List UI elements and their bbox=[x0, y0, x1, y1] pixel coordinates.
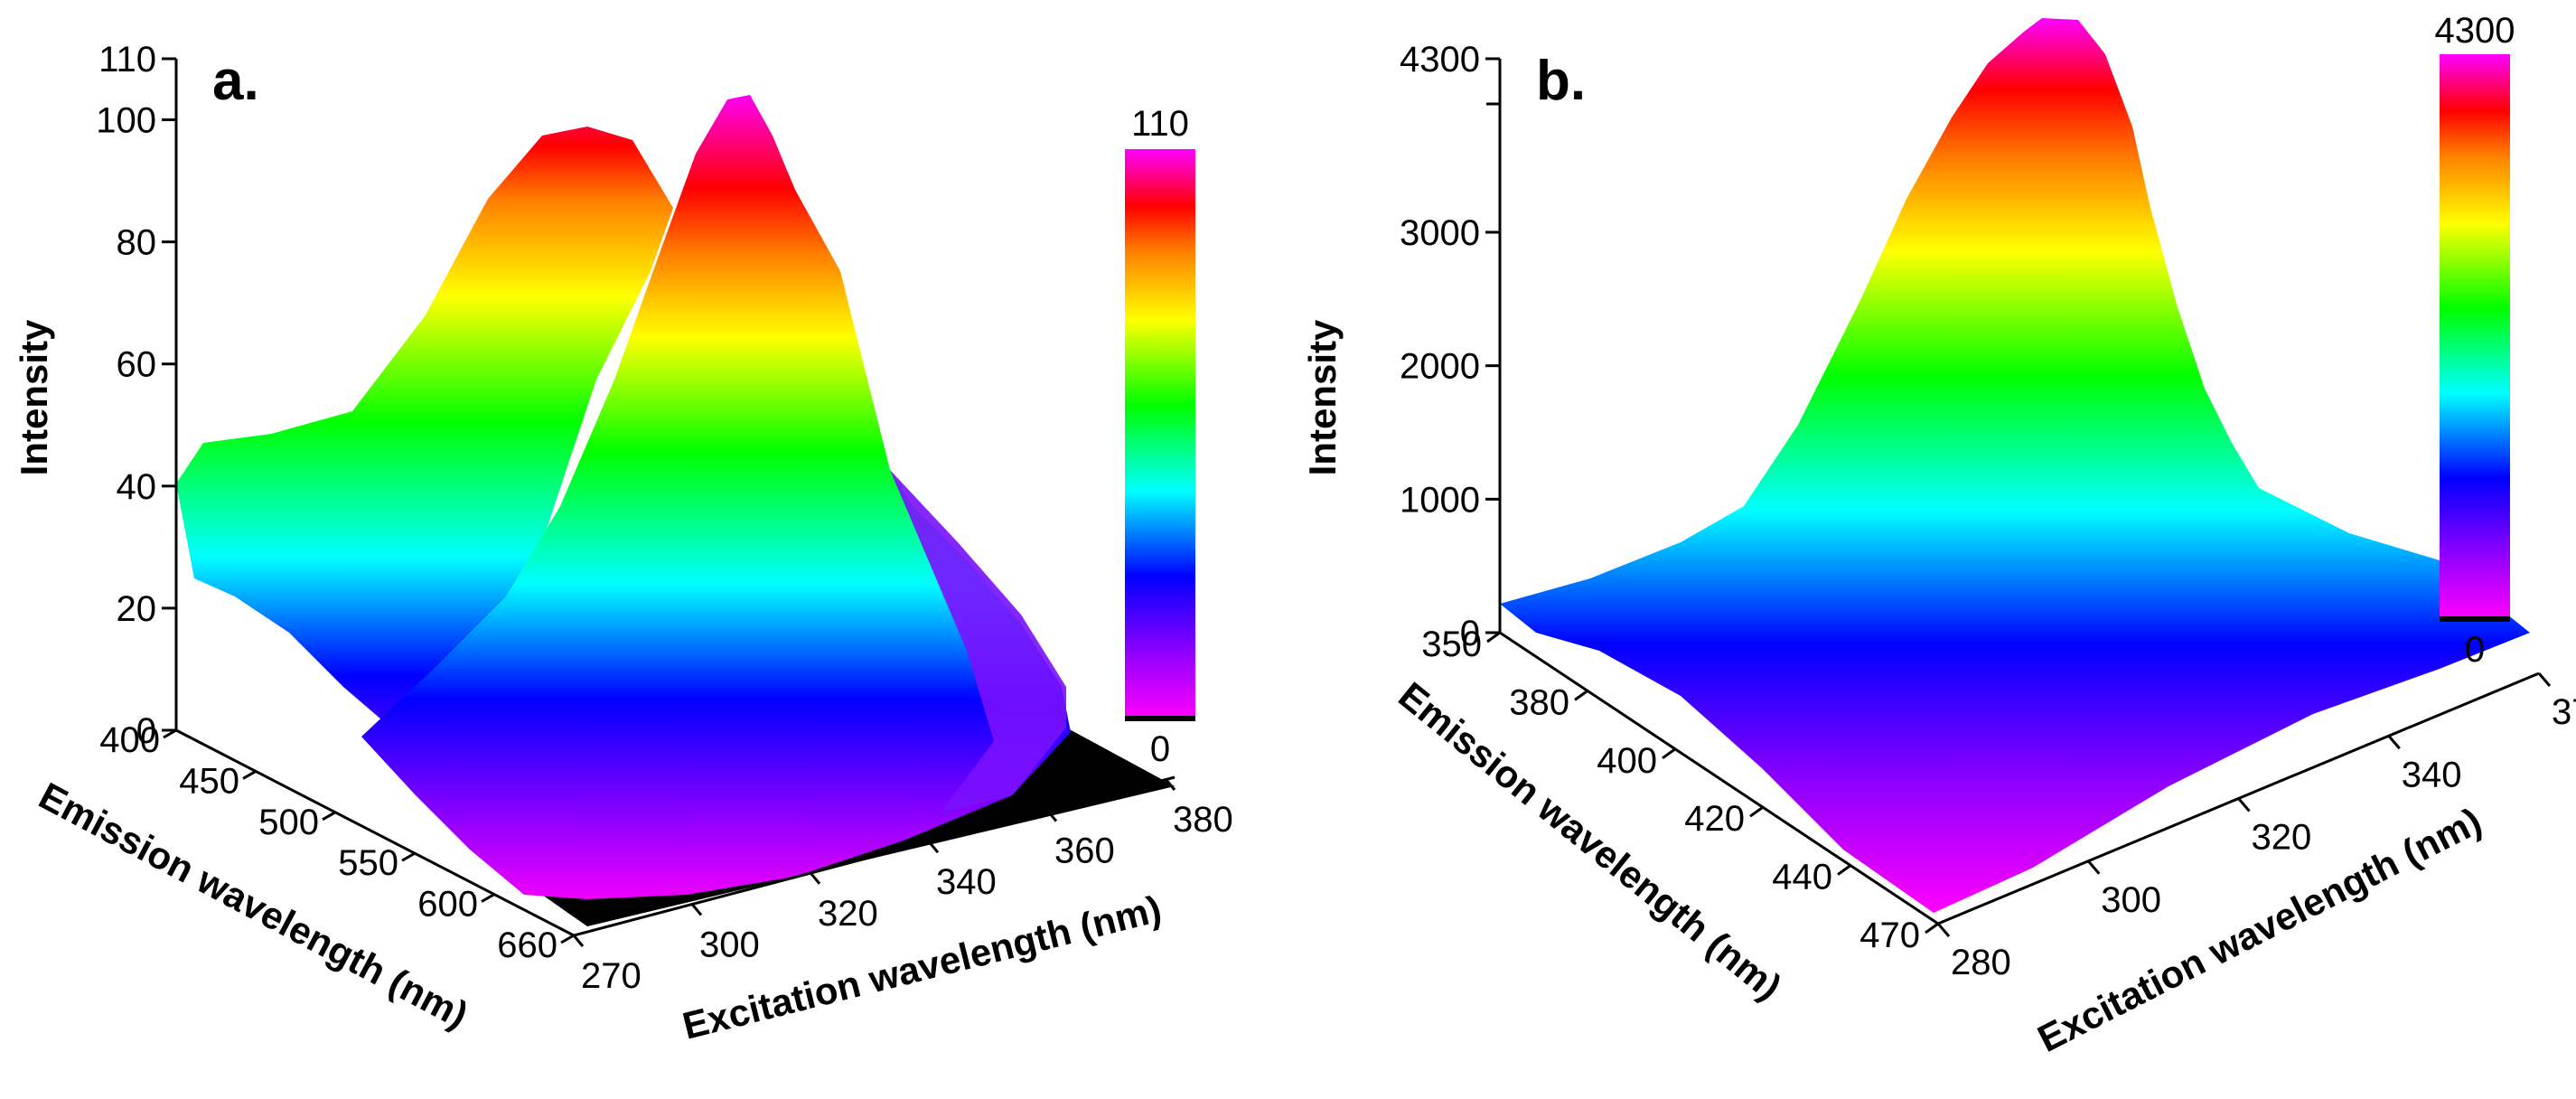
emission-tick-mark bbox=[1662, 747, 1676, 760]
excitation-tick-label: 300 bbox=[699, 925, 760, 964]
excitation-tick-mark bbox=[2087, 859, 2101, 875]
surface-ridge-back bbox=[176, 127, 673, 759]
z-tick-label: 0 bbox=[136, 711, 156, 751]
emission-axis-ticks: 350 380 400 420 440 470 bbox=[1421, 625, 1939, 955]
emission-tick-label: 660 bbox=[497, 925, 557, 965]
z-tick-label: 3000 bbox=[1400, 213, 1480, 253]
emission-tick-label: 500 bbox=[258, 803, 319, 842]
emission-axis-title: Emission wavelength (nm) bbox=[33, 774, 475, 1036]
excitation-tick-mark bbox=[2237, 797, 2251, 813]
z-tick-label: 1000 bbox=[1400, 480, 1480, 520]
panel-a-label: a. bbox=[212, 50, 259, 112]
emission-axis-ticks: 400 450 500 550 600 660 bbox=[99, 720, 575, 965]
excitation-tick-mark bbox=[1045, 809, 1058, 822]
emission-tick-mark bbox=[1925, 922, 1939, 935]
emission-tick-mark bbox=[560, 934, 575, 944]
excitation-axis-title: Excitation wavelength (nm) bbox=[679, 888, 1166, 1047]
z-tick-label: 0 bbox=[1460, 614, 1480, 653]
z-tick-label: 110 bbox=[98, 40, 156, 80]
z-axis-title: Intensity bbox=[1301, 319, 1344, 475]
excitation-axis-ticks: 280 300 320 340 370 bbox=[1936, 672, 2576, 982]
emission-tick-label: 450 bbox=[179, 761, 239, 801]
emission-tick-label: 600 bbox=[417, 885, 478, 925]
excitation-tick-label: 340 bbox=[2402, 755, 2462, 794]
emission-tick-label: 350 bbox=[1421, 625, 1482, 664]
z-axis-ticks: 0 1000 2000 3000 4300 bbox=[1400, 40, 1500, 653]
z-tick-label: 100 bbox=[96, 101, 156, 141]
emission-tick-mark bbox=[1749, 805, 1764, 818]
colorbar-min: 0 bbox=[1150, 729, 1170, 769]
surface-shelf bbox=[890, 470, 1066, 813]
z-tick-label: 2000 bbox=[1400, 347, 1480, 387]
emission-tick-mark bbox=[322, 811, 336, 822]
emission-tick-label: 380 bbox=[1509, 682, 1569, 722]
excitation-tick-label: 340 bbox=[936, 862, 997, 902]
surface-peak-front bbox=[361, 95, 1071, 899]
excitation-tick-label: 300 bbox=[2101, 880, 2161, 920]
panel-b-label: b. bbox=[1536, 50, 1586, 112]
emission-tick-mark bbox=[163, 728, 177, 739]
emission-tick-label: 400 bbox=[1597, 741, 1657, 781]
colorbar-a bbox=[1125, 149, 1195, 719]
excitation-tick-label: 360 bbox=[1054, 831, 1115, 871]
colorbar-b bbox=[2440, 54, 2510, 619]
colorbar-max: 4300 bbox=[2435, 11, 2515, 51]
excitation-tick-mark bbox=[927, 841, 940, 854]
z-axis-ticks: 0 20 40 60 80 100 110 bbox=[96, 40, 176, 751]
emission-tick-mark bbox=[242, 770, 257, 780]
excitation-tick-mark bbox=[690, 903, 703, 916]
z-tick-label: 4300 bbox=[1400, 40, 1480, 80]
excitation-tick-label: 320 bbox=[818, 894, 878, 934]
emission-tick-label: 440 bbox=[1772, 858, 1832, 897]
emission-tick-mark bbox=[1574, 690, 1588, 701]
excitation-tick-mark bbox=[809, 871, 821, 885]
colorbar-min: 0 bbox=[2465, 630, 2485, 670]
excitation-tick-mark bbox=[1164, 778, 1176, 791]
excitation-tick-mark bbox=[572, 935, 585, 947]
emission-tick-mark bbox=[1837, 864, 1851, 876]
emission-tick-mark bbox=[481, 893, 495, 903]
excitation-tick-mark bbox=[2537, 672, 2552, 687]
colorbar-max: 110 bbox=[1131, 104, 1189, 144]
emission-tick-mark bbox=[1486, 631, 1501, 643]
excitation-tick-mark bbox=[2387, 735, 2401, 750]
emission-tick-label: 400 bbox=[99, 720, 160, 760]
z-axis-title: Intensity bbox=[13, 319, 55, 475]
z-tick-label: 60 bbox=[117, 345, 157, 385]
excitation-tick-mark bbox=[1936, 923, 1951, 937]
emission-tick-label: 550 bbox=[338, 843, 398, 883]
excitation-tick-label: 380 bbox=[1173, 800, 1233, 840]
z-tick-label: 20 bbox=[117, 589, 157, 629]
emission-tick-label: 470 bbox=[1859, 916, 1920, 955]
emission-tick-mark bbox=[401, 851, 416, 862]
z-tick-label: 80 bbox=[117, 223, 157, 263]
panel-a: 0 20 40 60 80 100 110 400 450 500 550 600 660 270 30… bbox=[13, 40, 1233, 1047]
z-tick-label: 40 bbox=[117, 467, 157, 507]
excitation-axis-ticks: 270 300 320 340 360 380 bbox=[572, 778, 1233, 996]
excitation-tick-label: 370 bbox=[2552, 692, 2576, 732]
emission-tick-label: 420 bbox=[1684, 799, 1745, 839]
excitation-tick-label: 280 bbox=[1951, 943, 2011, 982]
excitation-tick-label: 320 bbox=[2252, 818, 2312, 858]
surface-b bbox=[1500, 18, 2530, 913]
excitation-tick-label: 270 bbox=[581, 956, 642, 996]
